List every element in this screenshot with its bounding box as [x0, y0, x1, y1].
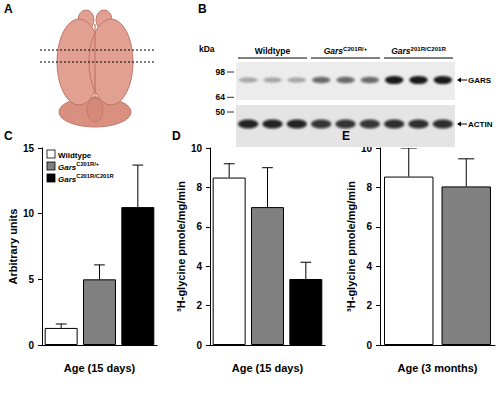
- svg-text:15: 15: [23, 143, 35, 154]
- svg-text:10: 10: [361, 143, 373, 154]
- svg-text:6: 6: [196, 221, 202, 232]
- svg-text:4: 4: [196, 261, 202, 272]
- svg-text:0: 0: [196, 340, 202, 351]
- svg-text:E: E: [342, 129, 350, 143]
- svg-text:ACTIN: ACTIN: [468, 120, 493, 129]
- svg-text:98: 98: [216, 67, 226, 77]
- svg-text:4: 4: [366, 261, 372, 272]
- svg-text:Age (15 days): Age (15 days): [64, 362, 136, 374]
- svg-text:5: 5: [28, 274, 34, 285]
- svg-text:6: 6: [366, 221, 372, 232]
- svg-text:C: C: [4, 129, 13, 143]
- svg-text:8: 8: [366, 182, 372, 193]
- svg-text:³H-glycine pmole/mg/min: ³H-glycine pmole/mg/min: [175, 181, 187, 312]
- svg-text:³H-glycine pmole/mg/min: ³H-glycine pmole/mg/min: [345, 181, 357, 312]
- svg-text:GARS: GARS: [468, 76, 492, 85]
- svg-text:50: 50: [216, 107, 226, 117]
- svg-text:Wildtype: Wildtype: [58, 151, 92, 160]
- svg-text:B: B: [198, 2, 207, 16]
- svg-text:0: 0: [366, 340, 372, 351]
- svg-text:2: 2: [366, 300, 372, 311]
- svg-text:10: 10: [191, 143, 203, 154]
- svg-text:Arbitrary units: Arbitrary units: [7, 209, 19, 285]
- svg-text:A: A: [4, 2, 13, 16]
- svg-text:2: 2: [196, 300, 202, 311]
- svg-text:GarsC201R/C201R: GarsC201R/C201R: [58, 173, 114, 183]
- svg-text:Gars201R/C201R: Gars201R/C201R: [391, 45, 446, 56]
- svg-text:Age (3 months): Age (3 months): [397, 362, 477, 374]
- svg-text:Wildtype: Wildtype: [255, 46, 291, 56]
- svg-text:D: D: [172, 129, 181, 143]
- svg-text:8: 8: [196, 182, 202, 193]
- svg-text:0: 0: [28, 340, 34, 351]
- svg-text:kDa: kDa: [199, 44, 215, 54]
- svg-text:GarsC201R/+: GarsC201R/+: [58, 161, 100, 171]
- svg-text:Age (15 days): Age (15 days): [232, 362, 304, 374]
- svg-text:64: 64: [216, 92, 226, 102]
- svg-text:GarsC201R/+: GarsC201R/+: [324, 45, 368, 56]
- svg-text:10: 10: [23, 208, 35, 219]
